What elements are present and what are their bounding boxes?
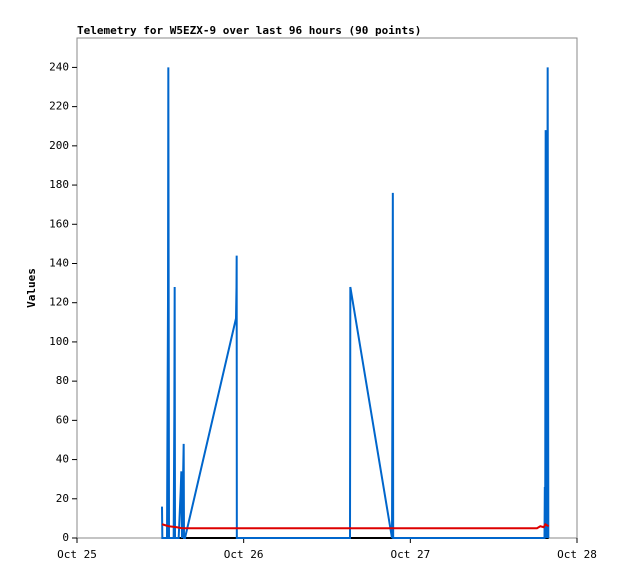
x-tick-label: Oct 27 xyxy=(390,548,430,561)
y-tick-label: 220 xyxy=(49,100,69,113)
data-line xyxy=(161,67,550,539)
y-tick-label: 240 xyxy=(49,60,69,73)
y-axis-label: Values xyxy=(25,268,38,308)
y-tick-label: 180 xyxy=(49,178,69,191)
y-tick-label: 100 xyxy=(49,335,69,348)
y-tick-label: 20 xyxy=(56,492,69,505)
chart-title: Telemetry for W5EZX-9 over last 96 hours… xyxy=(77,24,421,37)
y-tick-label: 140 xyxy=(49,256,69,269)
x-tick-label: Oct 28 xyxy=(557,548,597,561)
y-tick-label: 60 xyxy=(56,413,69,426)
y-tick-label: 40 xyxy=(56,453,69,466)
y-tick-label: 160 xyxy=(49,217,69,230)
y-tick-label: 120 xyxy=(49,296,69,309)
x-tick-label: Oct 26 xyxy=(224,548,264,561)
y-tick-label: 80 xyxy=(56,374,69,387)
y-tick-label: 0 xyxy=(62,531,69,544)
data-line xyxy=(161,522,550,530)
x-tick-label: Oct 25 xyxy=(57,548,97,561)
y-tick-label: 200 xyxy=(49,139,69,152)
